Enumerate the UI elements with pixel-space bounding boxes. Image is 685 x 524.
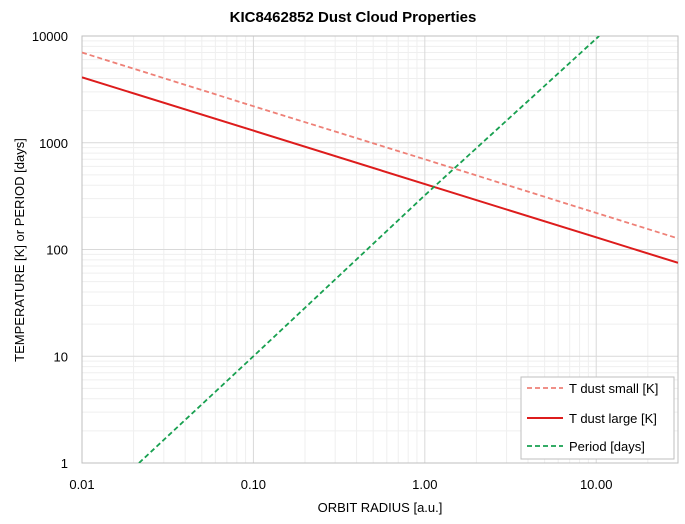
y-tick-label: 10 xyxy=(54,349,68,364)
y-axis-label: TEMPERATURE [K] or PERIOD [days] xyxy=(12,138,27,362)
series-line-3 xyxy=(138,36,600,463)
plot-area-border xyxy=(81,35,679,464)
legend-label-1: T dust small [K] xyxy=(569,381,658,396)
chart-title: KIC8462852 Dust Cloud Properties xyxy=(230,9,477,26)
legend: T dust small [K] T dust large [K] Period [… xyxy=(520,376,675,460)
y-tick-label: 100 xyxy=(46,243,68,258)
series-layer xyxy=(82,36,678,463)
x-tick-label: 0.01 xyxy=(69,477,94,492)
y-axis-ticks: 1 10 100 1000 10000 xyxy=(32,29,68,471)
x-axis-label: ORBIT RADIUS [a.u.] xyxy=(318,500,443,515)
x-tick-label: 0.10 xyxy=(241,477,266,492)
series-line-2 xyxy=(82,76,678,264)
legend-label-3: Period [days] xyxy=(569,439,645,454)
y-tick-label: 10000 xyxy=(32,29,68,44)
x-tick-label: 10.00 xyxy=(580,477,613,492)
x-tick-label: 1.00 xyxy=(412,477,437,492)
x-axis-ticks: 0.01 0.10 1.00 10.00 xyxy=(69,477,612,492)
legend-label-2: T dust large [K] xyxy=(569,411,657,426)
major-gridlines xyxy=(81,36,678,464)
y-tick-label: 1000 xyxy=(39,136,68,151)
y-tick-label: 1 xyxy=(61,456,68,471)
